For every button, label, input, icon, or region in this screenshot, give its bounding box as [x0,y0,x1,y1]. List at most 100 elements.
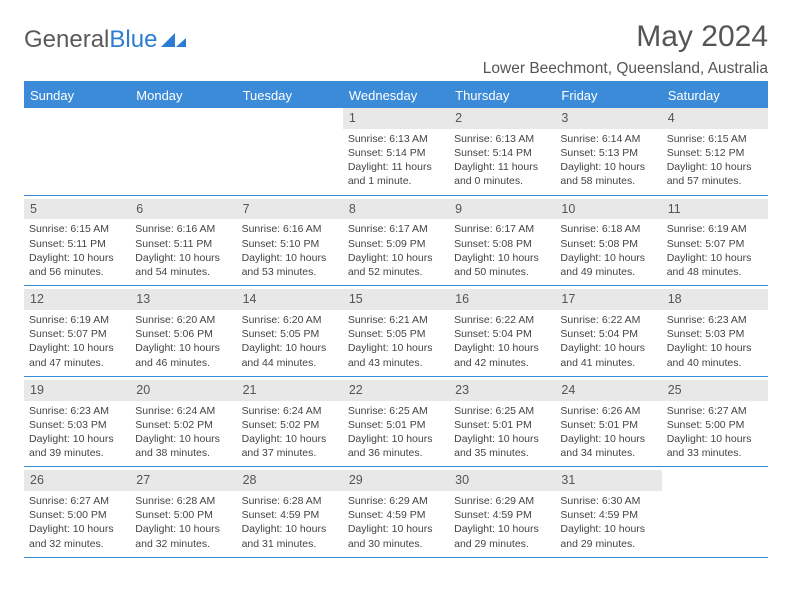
day-number: 12 [24,289,130,310]
day-cell: 18 Sunrise: 6:23 AMSunset: 5:03 PMDayligh… [662,286,768,376]
day-cell: 3 Sunrise: 6:14 AMSunset: 5:13 PMDaylight… [555,108,661,195]
day-number: 17 [555,289,661,310]
day-details: Sunrise: 6:16 AMSunset: 5:11 PMDaylight:… [135,222,231,279]
day-number: 26 [24,470,130,491]
day-number: 18 [662,289,768,310]
day-number: 1 [343,108,449,129]
day-details: Sunrise: 6:28 AMSunset: 5:00 PMDaylight:… [135,494,231,551]
day-cell: 22Sunrise: 6:25 AMSunset: 5:01 PMDayligh… [343,377,449,467]
day-details: Sunrise: 6:29 AMSunset: 4:59 PMDaylight:… [454,494,550,551]
day-cell: 31 Sunrise: 6:30 AMSunset: 4:59 PMDayligh… [555,467,661,557]
day-number: 23 [449,380,555,401]
day-cell: 20 Sunrise: 6:24 AMSunset: 5:02 PMDayligh… [130,377,236,467]
day-cell: 25 Sunrise: 6:27 AMSunset: 5:00 PMDayligh… [662,377,768,467]
day-number: 21 [237,380,343,401]
location-row: Lower Beechmont, Queensland, Australia [24,60,768,83]
day-cell: 4 Sunrise: 6:15 AMSunset: 5:12 PMDaylight… [662,108,768,195]
day-details: Sunrise: 6:23 AMSunset: 5:03 PMDaylight:… [667,313,763,370]
day-details: Sunrise: 6:22 AMSunset: 5:04 PMDaylight:… [454,313,550,370]
day-cell: 17 Sunrise: 6:22 AMSunset: 5:04 PMDayligh… [555,286,661,376]
day-cell: 5Sunrise: 6:15 AMSunset: 5:11 PMDaylight… [24,196,130,286]
day-cell: 9Sunrise: 6:17 AMSunset: 5:08 PMDaylight… [449,196,555,286]
dayhead-sun: Sunday [24,83,130,108]
day-number: 14 [237,289,343,310]
day-details: Sunrise: 6:15 AMSunset: 5:12 PMDaylight:… [667,132,763,189]
day-number: 31 [555,470,661,491]
day-number: 10 [555,199,661,220]
day-details: Sunrise: 6:30 AMSunset: 4:59 PMDaylight:… [560,494,656,551]
dayhead-sat: Saturday [662,83,768,108]
day-cell: 6Sunrise: 6:16 AMSunset: 5:11 PMDaylight… [130,196,236,286]
day-number: 27 [130,470,236,491]
week-row: 19 Sunrise: 6:23 AMSunset: 5:03 PMDayligh… [24,377,768,468]
week-row: 12Sunrise: 6:19 AMSunset: 5:07 PMDayligh… [24,286,768,377]
day-details: Sunrise: 6:25 AMSunset: 5:01 PMDaylight:… [454,404,550,461]
day-cell: 30 Sunrise: 6:29 AMSunset: 4:59 PMDayligh… [449,467,555,557]
day-details: Sunrise: 6:16 AMSunset: 5:10 PMDaylight:… [242,222,338,279]
day-number: 25 [662,380,768,401]
day-cell: 11Sunrise: 6:19 AMSunset: 5:07 PMDayligh… [662,196,768,286]
day-number: 29 [343,470,449,491]
day-details: Sunrise: 6:13 AMSunset: 5:14 PMDaylight:… [454,132,550,189]
day-details: Sunrise: 6:25 AMSunset: 5:01 PMDaylight:… [348,404,444,461]
empty-cell [130,108,236,195]
day-number: 30 [449,470,555,491]
day-number: 9 [449,199,555,220]
day-details: Sunrise: 6:17 AMSunset: 5:09 PMDaylight:… [348,222,444,279]
day-cell: 27 Sunrise: 6:28 AMSunset: 5:00 PMDayligh… [130,467,236,557]
day-cell: 26 Sunrise: 6:27 AMSunset: 5:00 PMDayligh… [24,467,130,557]
day-details: Sunrise: 6:27 AMSunset: 5:00 PMDaylight:… [667,404,763,461]
day-cell: 21 Sunrise: 6:24 AMSunset: 5:02 PMDayligh… [237,377,343,467]
day-cell: 29 Sunrise: 6:29 AMSunset: 4:59 PMDayligh… [343,467,449,557]
day-details: Sunrise: 6:18 AMSunset: 5:08 PMDaylight:… [560,222,656,279]
day-cell: 12Sunrise: 6:19 AMSunset: 5:07 PMDayligh… [24,286,130,376]
day-number: 11 [662,199,768,220]
day-cell: 13Sunrise: 6:20 AMSunset: 5:06 PMDayligh… [130,286,236,376]
day-details: Sunrise: 6:24 AMSunset: 5:02 PMDaylight:… [242,404,338,461]
day-number: 20 [130,380,236,401]
logo-icon [161,31,187,49]
day-details: Sunrise: 6:21 AMSunset: 5:05 PMDaylight:… [348,313,444,370]
day-number: 2 [449,108,555,129]
logo: GeneralBlue [24,26,187,54]
day-details: Sunrise: 6:24 AMSunset: 5:02 PMDaylight:… [135,404,231,461]
month-title: May 2024 [636,20,768,54]
day-number: 7 [237,199,343,220]
day-details: Sunrise: 6:14 AMSunset: 5:13 PMDaylight:… [560,132,656,189]
logo-text-1: General [24,26,109,54]
day-cell: 2 Sunrise: 6:13 AMSunset: 5:14 PMDaylight… [449,108,555,195]
day-details: Sunrise: 6:20 AMSunset: 5:06 PMDaylight:… [135,313,231,370]
day-details: Sunrise: 6:29 AMSunset: 4:59 PMDaylight:… [348,494,444,551]
day-details: Sunrise: 6:19 AMSunset: 5:07 PMDaylight:… [667,222,763,279]
empty-cell [237,108,343,195]
dayhead-wed: Wednesday [343,83,449,108]
day-cell: 7Sunrise: 6:16 AMSunset: 5:10 PMDaylight… [237,196,343,286]
day-number: 6 [130,199,236,220]
title-block: May 2024 [636,20,768,56]
header: GeneralBlue May 2024 [24,20,768,56]
empty-cell [24,108,130,195]
day-details: Sunrise: 6:15 AMSunset: 5:11 PMDaylight:… [29,222,125,279]
day-number: 16 [449,289,555,310]
day-headers: Sunday Monday Tuesday Wednesday Thursday… [24,83,768,108]
day-number: 28 [237,470,343,491]
day-number: 19 [24,380,130,401]
dayhead-thu: Thursday [449,83,555,108]
empty-cell [662,467,768,557]
week-row: 5Sunrise: 6:15 AMSunset: 5:11 PMDaylight… [24,196,768,287]
week-row: 1Sunrise: 6:13 AMSunset: 5:14 PMDaylight… [24,108,768,196]
day-number: 5 [24,199,130,220]
dayhead-fri: Friday [555,83,661,108]
day-number: 4 [662,108,768,129]
day-cell: 16 Sunrise: 6:22 AMSunset: 5:04 PMDayligh… [449,286,555,376]
week-row: 26 Sunrise: 6:27 AMSunset: 5:00 PMDayligh… [24,467,768,558]
day-details: Sunrise: 6:22 AMSunset: 5:04 PMDaylight:… [560,313,656,370]
day-cell: 28Sunrise: 6:28 AMSunset: 4:59 PMDayligh… [237,467,343,557]
day-details: Sunrise: 6:27 AMSunset: 5:00 PMDaylight:… [29,494,125,551]
day-number: 15 [343,289,449,310]
day-number: 3 [555,108,661,129]
day-details: Sunrise: 6:23 AMSunset: 5:03 PMDaylight:… [29,404,125,461]
day-cell: 10Sunrise: 6:18 AMSunset: 5:08 PMDayligh… [555,196,661,286]
day-cell: 24Sunrise: 6:26 AMSunset: 5:01 PMDayligh… [555,377,661,467]
day-details: Sunrise: 6:20 AMSunset: 5:05 PMDaylight:… [242,313,338,370]
